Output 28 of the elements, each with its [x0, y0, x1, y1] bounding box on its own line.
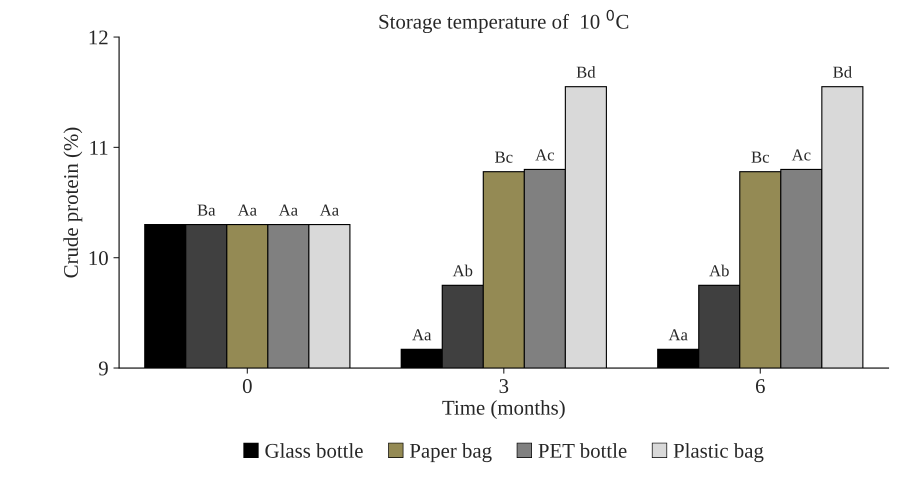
data-label: Ab	[709, 264, 729, 276]
data-label: Ab	[452, 264, 472, 276]
legend-label: Glass bottle	[265, 443, 363, 458]
y-axis-title: Crude protein (%)	[63, 128, 82, 278]
data-label: Ba	[198, 204, 216, 216]
data-label: Bc	[752, 152, 770, 163]
y-tick-label: 12	[90, 30, 108, 44]
data-label: Bc	[495, 152, 513, 163]
x-tick-label: 3	[500, 379, 508, 394]
legend-label: Plastic bag	[674, 443, 764, 462]
data-label: Aa	[278, 204, 298, 216]
data-label: Bd	[833, 66, 852, 78]
y-tick-label: 9	[98, 361, 108, 376]
data-label: Ac	[792, 149, 811, 161]
legend-label: PET bottle	[538, 443, 626, 458]
data-label: Bd	[576, 66, 596, 78]
data-label: Aa	[412, 329, 432, 340]
chart-title: Storage temperature of 10 $^{0}$C	[379, 10, 628, 34]
x-axis-title: Time (months)	[442, 400, 565, 420]
legend-label: Paper bag	[410, 443, 492, 462]
data-label: Aa	[668, 329, 688, 340]
x-tick-label: 6	[756, 379, 765, 394]
y-tick-label: 11	[90, 140, 108, 155]
y-tick-label: 10	[90, 251, 108, 266]
data-label: Aa	[320, 204, 339, 216]
data-label: Aa	[238, 204, 257, 216]
x-tick-label: 0	[242, 379, 252, 394]
data-label: Ac	[535, 149, 554, 161]
